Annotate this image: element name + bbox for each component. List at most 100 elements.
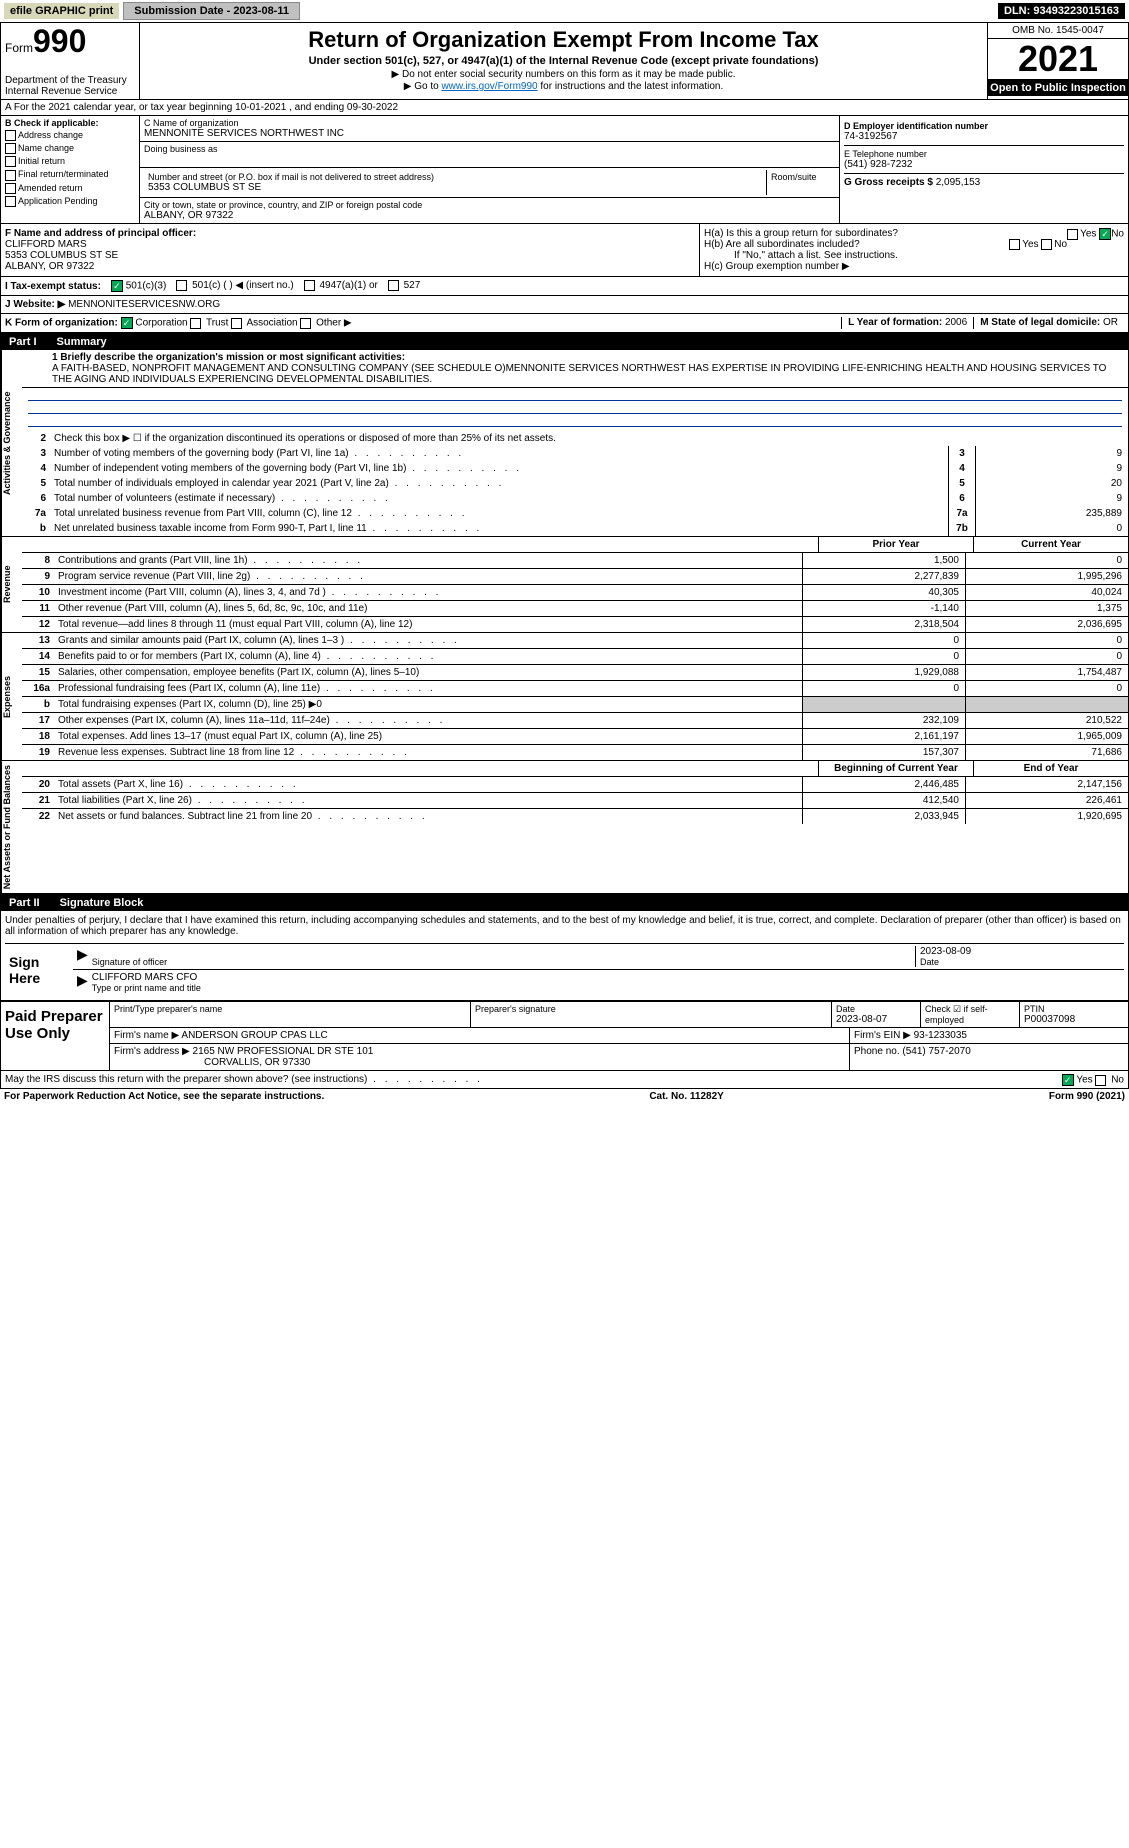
gross-label: G Gross receipts $ [844, 177, 933, 188]
vert-revenue: Revenue [1, 537, 22, 632]
sign-here-label: Sign Here [5, 944, 73, 996]
chk-501c[interactable] [176, 280, 187, 291]
chk-final[interactable] [5, 170, 16, 181]
omb-number: OMB No. 1545-0047 [988, 23, 1128, 39]
self-employed-check: Check ☑ if self-employed [921, 1002, 1020, 1027]
part1-title: Summary [57, 336, 107, 348]
hb-note: If "No," attach a list. See instructions… [704, 250, 1124, 261]
form-number: 990 [33, 23, 86, 59]
street-address: 5353 COLUMBUS ST SE [148, 182, 762, 193]
mission-q: 1 Briefly describe the organization's mi… [52, 352, 1122, 363]
ptin: P00037098 [1024, 1014, 1124, 1025]
officer-addr2: ALBANY, OR 97322 [5, 261, 695, 272]
vert-expenses: Expenses [1, 633, 22, 760]
officer-printed-name: CLIFFORD MARS CFO [92, 972, 201, 983]
year-formation-label: L Year of formation: [848, 317, 942, 328]
chk-other[interactable] [300, 318, 311, 329]
form-note1: ▶ Do not enter social security numbers o… [144, 69, 983, 80]
current-year-hdr: Current Year [973, 537, 1128, 552]
website-value: MENNONITESERVICESNW.ORG [68, 299, 220, 310]
begin-year-hdr: Beginning of Current Year [818, 761, 973, 776]
dept-label: Department of the Treasury [5, 75, 135, 86]
part1-label: Part I [9, 336, 37, 348]
footer-left: For Paperwork Reduction Act Notice, see … [4, 1091, 324, 1102]
chk-trust[interactable] [190, 318, 201, 329]
room-label: Room/suite [767, 170, 835, 195]
officer-label: F Name and address of principal officer: [5, 228, 695, 239]
form-subtitle: Under section 501(c), 527, or 4947(a)(1)… [144, 55, 983, 67]
chk-501c3[interactable]: ✓ [111, 280, 123, 292]
prior-year-hdr: Prior Year [818, 537, 973, 552]
part2-label: Part II [9, 897, 40, 909]
sig-declaration: Under penalties of perjury, I declare th… [5, 915, 1124, 937]
vert-governance: Activities & Governance [1, 350, 22, 536]
officer-addr1: 5353 COLUMBUS ST SE [5, 250, 695, 261]
org-name: MENNONITE SERVICES NORTHWEST INC [144, 128, 835, 139]
chk-amended[interactable] [5, 183, 16, 194]
chk-ha-no[interactable]: ✓ [1099, 228, 1111, 240]
mission-text: A FAITH-BASED, NONPROFIT MANAGEMENT AND … [52, 363, 1122, 385]
end-year-hdr: End of Year [973, 761, 1128, 776]
line5-val: 20 [976, 476, 1128, 491]
form-id-box: Form990 Department of the Treasury Inter… [1, 23, 140, 99]
form-title: Return of Organization Exempt From Incom… [144, 27, 983, 53]
submission-date-button[interactable]: Submission Date - 2023-08-11 [123, 2, 300, 20]
chk-assoc[interactable] [231, 318, 242, 329]
arrow-icon: ▶ [77, 972, 88, 993]
tax-status-label: I Tax-exempt status: [5, 281, 101, 292]
sig-date: 2023-08-09 [920, 946, 1120, 957]
col-b-checkboxes: B Check if applicable: Address change Na… [1, 116, 140, 223]
firm-ein: 93-1233035 [914, 1030, 967, 1041]
line6-val: 9 [976, 491, 1128, 506]
footer-right: Form 990 (2021) [1049, 1091, 1125, 1102]
year-formation: 2006 [945, 317, 967, 328]
vert-net-assets: Net Assets or Fund Balances [1, 761, 22, 893]
tax-year: 2021 [988, 39, 1128, 80]
firm-phone: (541) 757-2070 [902, 1046, 970, 1057]
firm-name: ANDERSON GROUP CPAS LLC [181, 1030, 327, 1041]
header-title-box: Return of Organization Exempt From Incom… [140, 23, 987, 99]
chk-name[interactable] [5, 143, 16, 154]
city-label: City or town, state or province, country… [144, 200, 835, 210]
efile-label: efile GRAPHIC print [4, 3, 119, 19]
tel-label: E Telephone number [844, 149, 1124, 159]
chk-hb-yes[interactable] [1009, 239, 1020, 250]
sig-date-label: Date [920, 957, 1120, 967]
paid-preparer-label: Paid Preparer Use Only [1, 1002, 110, 1070]
dba-label: Doing business as [144, 144, 835, 154]
chk-pending[interactable] [5, 196, 16, 207]
col-b-label: B Check if applicable: [5, 118, 135, 128]
form-word: Form [5, 41, 33, 55]
chk-corp[interactable]: ✓ [121, 317, 133, 329]
sig-officer-label: Signature of officer [92, 957, 915, 967]
line3-val: 9 [976, 446, 1128, 461]
chk-initial[interactable] [5, 156, 16, 167]
footer-mid: Cat. No. 11282Y [649, 1091, 723, 1102]
firm-addr1: 2165 NW PROFESSIONAL DR STE 101 [193, 1046, 374, 1057]
chk-527[interactable] [388, 280, 399, 291]
open-public-badge: Open to Public Inspection [988, 80, 1128, 96]
hc-label: H(c) Group exemption number ▶ [704, 261, 1124, 272]
dln-label: DLN: 93493223015163 [998, 3, 1125, 19]
chk-discuss-yes[interactable]: ✓ [1062, 1074, 1074, 1086]
chk-ha-yes[interactable] [1067, 229, 1078, 240]
chk-address[interactable] [5, 130, 16, 141]
officer-name: CLIFFORD MARS [5, 239, 695, 250]
ein-value: 74-3192567 [844, 131, 1124, 142]
form-org-label: K Form of organization: [5, 318, 118, 329]
firm-addr2: CORVALLIS, OR 97330 [114, 1057, 310, 1068]
state-domicile: OR [1103, 317, 1118, 328]
row-a-period: A For the 2021 calendar year, or tax yea… [1, 100, 1128, 116]
part2-title: Signature Block [60, 897, 144, 909]
chk-4947[interactable] [304, 280, 315, 291]
hb-label: H(b) Are all subordinates included? [704, 239, 860, 250]
chk-discuss-no[interactable] [1095, 1075, 1106, 1086]
arrow-icon: ▶ [77, 946, 88, 967]
irs-label: Internal Revenue Service [5, 86, 135, 97]
website-label: J Website: ▶ [5, 299, 65, 310]
line7b-val: 0 [976, 521, 1128, 536]
printed-name-label: Type or print name and title [92, 983, 201, 993]
chk-hb-no[interactable] [1041, 239, 1052, 250]
irs-link[interactable]: www.irs.gov/Form990 [441, 81, 537, 92]
preparer-date: 2023-08-07 [836, 1014, 916, 1025]
